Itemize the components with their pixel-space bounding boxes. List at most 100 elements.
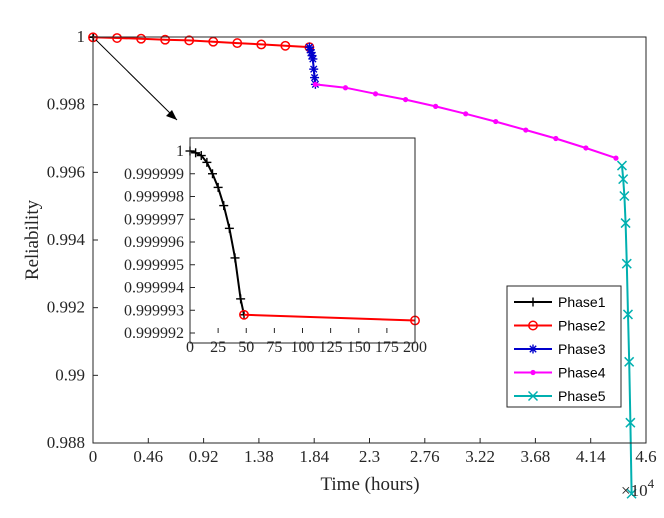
- main-x-tick-label: 4.6: [635, 447, 656, 466]
- main-series-phase4: [312, 81, 619, 161]
- legend-label: Phase3: [558, 341, 606, 357]
- legend-swatch-marker: [527, 390, 539, 402]
- main-y-tick-label: 0.998: [47, 95, 85, 114]
- inset-y-tick-label: 0.999992: [124, 325, 184, 342]
- inset-x-tick-label: 125: [319, 339, 343, 356]
- inset-x-tick-label: 175: [375, 339, 399, 356]
- inset-point-phase1: [230, 253, 240, 263]
- main-point-phase4: [433, 103, 439, 109]
- main-point-phase4: [493, 118, 499, 125]
- inset-point-phase1: [208, 169, 217, 179]
- main-y-tick-label: 0.99: [55, 365, 85, 384]
- x-exponent-power: 4: [648, 476, 655, 491]
- legend-label: Phase5: [558, 388, 606, 404]
- inset-y-tick-label: 0.999999: [124, 166, 184, 183]
- main-point-phase3: [310, 73, 320, 83]
- inset-x-tick-label: 25: [210, 339, 226, 356]
- main-point-phase2: [280, 40, 291, 51]
- x-axis-label: Time (hours): [320, 474, 419, 495]
- main-plot-series: [88, 32, 637, 499]
- inset-y-tick-label: 1: [176, 143, 184, 160]
- main-plot-frame: [92, 36, 647, 444]
- inset-x-tick-label: 50: [238, 339, 254, 356]
- main-point-phase4: [463, 111, 469, 117]
- main-x-tick-label: 2.3: [359, 447, 380, 466]
- inset-point-phase1: [219, 201, 229, 211]
- inset-x-tick-label: 0: [186, 339, 194, 356]
- inset-point-phase1: [236, 294, 246, 304]
- main-y-tick-label: 1: [77, 27, 86, 46]
- inset-y-tick-label: 0.999998: [124, 189, 184, 206]
- main-point-phase4: [523, 127, 529, 133]
- main-x-tick-label: 3.22: [465, 447, 495, 466]
- legend-label: Phase1: [558, 294, 606, 310]
- main-point-phase4: [312, 81, 319, 87]
- main-point-phase5: [621, 258, 632, 269]
- main-x-tick-label: 0.46: [133, 447, 163, 466]
- main-point-phase4: [342, 85, 349, 91]
- inset-point-phase1: [196, 151, 206, 161]
- inset-x-tick-label: 75: [266, 339, 282, 356]
- legend-swatch-marker: [530, 369, 536, 376]
- main-point-phase3: [309, 64, 319, 74]
- main-point-phase5: [620, 218, 631, 229]
- legend-label: Phase2: [558, 318, 606, 334]
- main-point-phase4: [583, 145, 589, 151]
- main-y-tick-label: 0.996: [47, 162, 85, 181]
- main-point-phase4: [402, 96, 409, 103]
- main-x-tick-label: 1.84: [299, 447, 329, 466]
- legend-swatch-marker: [528, 344, 538, 354]
- main-point-phase2: [160, 34, 171, 45]
- main-x-tick-label: 0.92: [189, 447, 219, 466]
- inset-plot: 0 25 50 75 100 125 150 175 2000.9999920.9999930.…: [124, 137, 427, 356]
- inset-y-tick-label: 0.999993: [124, 302, 184, 319]
- main-point-phase4: [372, 91, 379, 97]
- zoom-arrow-head: [166, 110, 177, 120]
- main-line-phase2: [92, 36, 310, 49]
- main-series-phase3: [304, 42, 320, 89]
- main-x-tick-label: 4.14: [576, 447, 606, 466]
- inset-point-phase2: [239, 309, 249, 320]
- main-series-phase5: [616, 160, 637, 499]
- main-point-phase4: [553, 135, 559, 142]
- x-exponent-base: ×10: [621, 481, 648, 500]
- inset-x-tick-label: 100: [291, 339, 315, 356]
- legend-item-phase5: Phase5: [514, 388, 606, 404]
- legend-item-phase3: Phase3: [514, 341, 606, 357]
- legend-swatch-marker: [528, 320, 538, 331]
- main-x-tick-label: 2.76: [410, 447, 440, 466]
- inset-plot-frame: [189, 137, 416, 344]
- inset-point-phase1: [213, 182, 223, 192]
- main-y-tick-label: 0.988: [47, 433, 85, 452]
- inset-axis-ticks: 0 25 50 75 100 125 150 175 2000.9999920.9999930.…: [124, 143, 427, 356]
- main-x-tick-label: 3.68: [521, 447, 551, 466]
- main-point-phase2: [208, 36, 219, 47]
- main-point-phase2: [112, 33, 122, 43]
- inset-point-phase1: [191, 148, 201, 158]
- main-point-phase4: [613, 155, 619, 161]
- inset-point-phase1: [202, 157, 212, 167]
- inset-y-tick-label: 0.999995: [124, 257, 184, 274]
- inset-y-tick-label: 0.999996: [124, 234, 184, 251]
- main-point-phase2: [184, 35, 195, 46]
- legend-swatch-marker: [528, 297, 538, 307]
- legend: Phase1 Phase2 Phase3 Phase4 Phase5: [506, 285, 622, 408]
- main-point-phase2: [136, 33, 147, 44]
- legend-item-phase2: Phase2: [514, 318, 606, 334]
- main-point-phase3: [308, 54, 318, 64]
- main-point-phase3: [307, 51, 317, 61]
- main-point-phase5: [616, 160, 627, 171]
- inset-background: [190, 138, 415, 343]
- main-point-phase5: [625, 417, 636, 428]
- main-point-phase5: [618, 174, 629, 185]
- main-point-phase2: [256, 39, 267, 50]
- legend-box: [506, 285, 622, 408]
- main-axis-ticks: 0 0.46 0.92 1.38 1.84 2.3 2.76 3.22 3.68 4.14 4.6 0…: [47, 27, 657, 466]
- inset-line-phase2: [243, 313, 416, 322]
- main-point-phase5: [626, 488, 637, 499]
- main-point-phase5: [619, 190, 630, 202]
- zoom-arrow-line: [95, 39, 178, 121]
- main-y-tick-label: 0.994: [47, 230, 86, 249]
- main-y-tick-label: 0.992: [47, 298, 85, 317]
